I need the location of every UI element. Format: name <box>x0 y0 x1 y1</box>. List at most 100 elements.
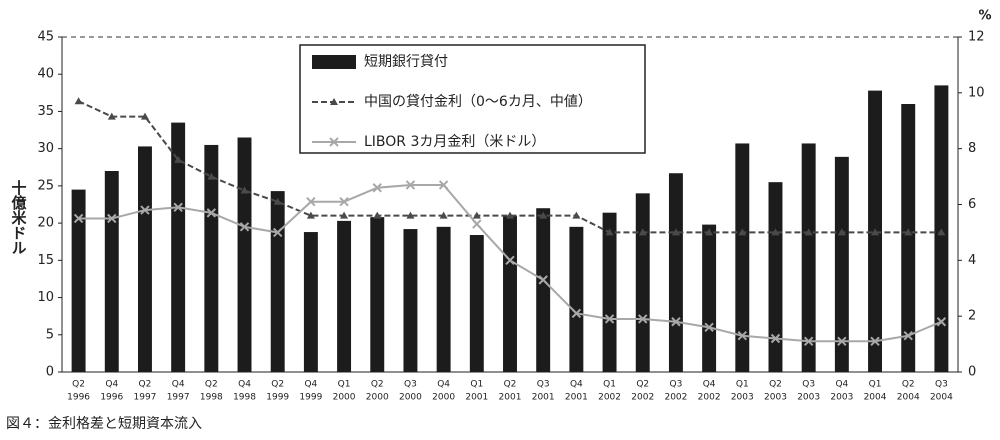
y-tick-label: 35 <box>37 104 54 119</box>
bar <box>635 193 650 372</box>
x-tick-label: 1998 <box>233 393 256 403</box>
y2-tick-label: 2 <box>968 309 976 324</box>
line-marker <box>174 155 183 163</box>
line-marker <box>671 317 681 327</box>
line-marker <box>539 211 548 219</box>
bar <box>303 232 318 372</box>
line-marker <box>373 211 382 219</box>
line-marker <box>372 183 382 193</box>
y2-tick-label: 4 <box>968 253 976 268</box>
caption: 図４：金利格差と短期資本流入 <box>6 416 202 432</box>
x-tick-label: Q4 <box>570 380 583 390</box>
line-marker <box>140 205 150 215</box>
bar <box>71 189 86 372</box>
line-marker <box>804 228 813 236</box>
line-marker <box>837 336 847 346</box>
bar <box>768 182 783 372</box>
x-tick-label: Q1 <box>603 380 616 390</box>
line-marker <box>438 180 449 190</box>
x-tick-label: 2003 <box>797 393 820 403</box>
line-marker <box>306 211 315 219</box>
x-tick-label: 2002 <box>698 393 721 403</box>
x-tick-label: Q2 <box>205 380 218 390</box>
line-marker <box>638 228 647 236</box>
x-tick-label: Q2 <box>504 380 517 390</box>
line-marker <box>405 180 416 190</box>
line-marker <box>737 331 748 341</box>
x-tick-label: 2002 <box>598 393 621 403</box>
y-tick-label: 0 <box>46 365 54 380</box>
bar <box>270 191 285 372</box>
x-tick-label: 2000 <box>432 393 455 403</box>
x-tick-label: 1996 <box>67 393 90 403</box>
line-marker <box>671 228 680 236</box>
x-tick-label: 2001 <box>499 393 522 403</box>
x-tick-label: Q3 <box>935 380 948 390</box>
line-marker <box>506 211 514 219</box>
x-tick-label: 2000 <box>399 393 422 403</box>
x-tick-label: Q2 <box>902 380 915 390</box>
x-tick-label: Q2 <box>636 380 649 390</box>
x-tick-label: Q4 <box>105 380 118 390</box>
line-marker <box>837 228 846 236</box>
line-marker <box>803 336 814 346</box>
bar <box>834 156 849 372</box>
x-tick-label: Q4 <box>437 380 450 390</box>
legend-marker <box>330 98 338 105</box>
line-marker <box>73 213 84 224</box>
line-marker <box>605 228 614 236</box>
y-tick-label: 40 <box>37 67 54 82</box>
x-tick-label: 2004 <box>897 393 920 403</box>
x-tick-label: 2002 <box>631 393 654 403</box>
x-tick-label: Q2 <box>371 380 384 390</box>
line-marker <box>74 97 83 105</box>
line <box>78 100 942 234</box>
line-marker <box>306 197 316 207</box>
x-tick-label: 2001 <box>532 393 555 403</box>
line-marker <box>903 331 913 341</box>
x-tick-label: Q1 <box>869 380 882 390</box>
line-marker <box>472 219 482 229</box>
line-marker <box>439 211 448 219</box>
x-tick-label: 1996 <box>100 393 123 403</box>
bar <box>337 220 352 372</box>
y-axis-label: 十億米ドル <box>10 179 28 255</box>
x-tick-label: Q4 <box>835 380 848 390</box>
x-tick-label: Q1 <box>470 380 483 390</box>
line-marker <box>472 211 481 219</box>
x-tick-label: 1998 <box>200 393 223 403</box>
x-tick-label: 2001 <box>565 393 588 403</box>
x-tick-label: Q3 <box>404 380 417 390</box>
line-marker <box>207 172 216 180</box>
legend-label: LIBOR 3カ月金利（米ドル） <box>364 134 545 150</box>
line-marker <box>206 208 217 218</box>
bar <box>735 143 750 372</box>
line-marker <box>505 255 515 266</box>
x-tick-label: 2004 <box>930 393 953 403</box>
x-tick-label: Q2 <box>72 380 85 390</box>
bar <box>171 122 186 372</box>
line-marker <box>572 211 581 219</box>
line-marker <box>771 228 780 236</box>
bar <box>370 217 385 372</box>
x-tick-label: Q1 <box>736 380 749 390</box>
y-tick-label: 20 <box>37 216 54 231</box>
y2-tick-label: 12 <box>968 30 985 45</box>
x-tick-label: Q2 <box>769 380 782 390</box>
legend-box <box>299 44 646 154</box>
x-tick-label: 1997 <box>134 393 157 403</box>
line-marker <box>904 228 913 236</box>
bar <box>569 226 584 372</box>
line-marker <box>240 186 249 194</box>
x-tick-label: 1997 <box>167 393 190 403</box>
y2-axis-label: % <box>978 9 991 24</box>
bar <box>536 208 551 372</box>
line-marker <box>936 317 947 327</box>
y2-tick-label: 6 <box>968 197 976 212</box>
bar <box>503 215 517 372</box>
y2-tick-label: 0 <box>968 365 976 380</box>
line-marker <box>604 314 615 324</box>
